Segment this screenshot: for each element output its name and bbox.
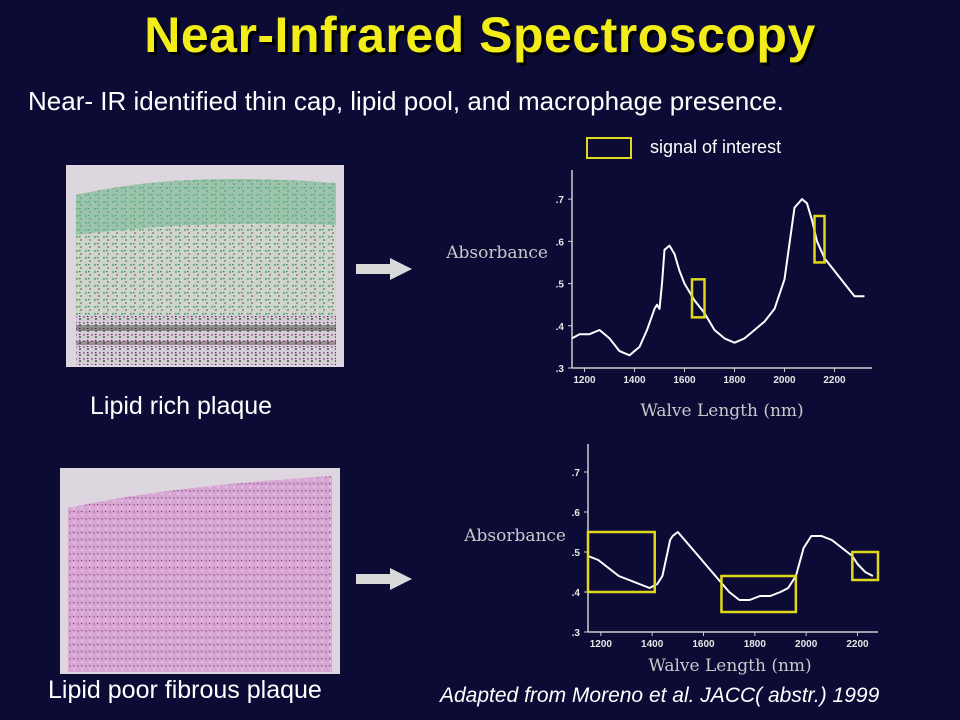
y-tick-label: .7 <box>556 195 565 206</box>
y-tick-label: .6 <box>572 508 581 519</box>
y-tick-label: .3 <box>556 364 565 375</box>
x-tick-label: 2200 <box>823 375 846 386</box>
x-tick-label: 2000 <box>795 639 818 650</box>
y-tick-label: .5 <box>556 280 565 291</box>
y-tick-label: .6 <box>556 237 565 248</box>
x-tick-label: 1800 <box>723 375 746 386</box>
x-tick-label: 1600 <box>692 639 715 650</box>
x-tick-label: 1400 <box>641 639 664 650</box>
x-tick-label: 1400 <box>623 375 646 386</box>
signal-of-interest-box <box>851 550 880 582</box>
y-tick-label: .4 <box>572 588 581 599</box>
signal-of-interest-box <box>813 214 826 264</box>
y-axis-label: Absorbance <box>463 526 566 546</box>
slide-subtitle: Near- IR identified thin cap, lipid pool… <box>28 86 784 116</box>
right-arrow-icon <box>356 568 412 590</box>
signal-of-interest-box <box>720 574 798 614</box>
x-tick-label: 1800 <box>744 639 767 650</box>
source-credit: Adapted from Moreno et al. JACC( abstr.)… <box>440 684 880 707</box>
y-tick-label: .7 <box>572 468 581 479</box>
y-tick-label: .4 <box>556 322 565 333</box>
x-tick-label: 2200 <box>846 639 869 650</box>
lipid-poor-plaque-caption: Lipid poor fibrous plaque <box>48 676 322 704</box>
absorbance-curve <box>571 198 865 357</box>
right-arrow-icon <box>356 258 412 280</box>
lipid-rich-plaque-caption: Lipid rich plaque <box>90 392 273 420</box>
slide-title: Near-Infrared Spectroscopy <box>144 7 816 63</box>
legend-label: signal of interest <box>650 137 781 157</box>
legend-swatch <box>586 137 632 159</box>
signal-of-interest-box <box>690 278 706 319</box>
y-tick-label: .3 <box>572 628 581 639</box>
x-tick-label: 1200 <box>573 375 596 386</box>
x-tick-label: 2000 <box>773 375 796 386</box>
lipid-poor-plaque-image <box>60 468 340 674</box>
absorbance-curve <box>587 531 874 601</box>
x-tick-label: 1600 <box>673 375 696 386</box>
x-tick-label: 1200 <box>590 639 613 650</box>
x-axis-label: Walve Length (nm) <box>648 656 811 676</box>
y-axis-label: Absorbance <box>445 243 548 263</box>
lipid-rich-plaque-image <box>66 165 344 367</box>
x-axis-label: Walve Length (nm) <box>640 401 803 421</box>
y-tick-label: .5 <box>572 548 581 559</box>
signal-of-interest-box <box>586 530 656 594</box>
